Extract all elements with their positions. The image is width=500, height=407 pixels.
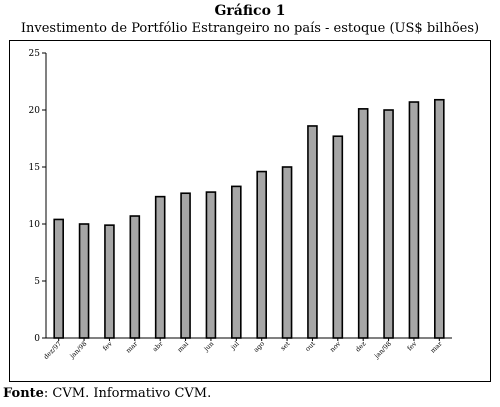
y-tick-label: 0 [34, 334, 40, 344]
bar [281, 166, 293, 339]
bar [307, 125, 318, 339]
y-tick-label: 25 [29, 49, 41, 59]
x-tick-label: jul [229, 340, 241, 352]
x-tick-label: set [279, 339, 292, 352]
bar [434, 98, 445, 339]
y-tick-label: 20 [29, 106, 41, 116]
chart-heading: Gráfico 1 [214, 3, 286, 19]
y-tick-label: 10 [29, 220, 41, 230]
bar [78, 223, 90, 339]
bar [129, 215, 141, 339]
bar [154, 195, 166, 339]
y-tick-label: 15 [29, 163, 41, 173]
x-tick-label: jan/98 [68, 340, 89, 361]
x-tick-label: jun [202, 340, 216, 354]
bar [231, 185, 242, 339]
x-tick-label: nov [328, 340, 342, 354]
x-tick-label: mar [124, 339, 140, 355]
bar [357, 108, 369, 339]
source-text: : CVM. Informativo CVM. [43, 386, 212, 401]
x-tick-label: mai [176, 340, 190, 354]
bar [332, 135, 344, 339]
x-tick-label: fev [406, 340, 419, 353]
source-label: Fonte [3, 386, 44, 401]
bar [256, 170, 267, 339]
bar [383, 109, 394, 339]
x-tick-label: jan/98 [372, 340, 393, 361]
x-tick-label: dez/97 [42, 340, 63, 361]
bar [205, 191, 217, 339]
x-tick-label: abr [151, 339, 165, 353]
bar [53, 218, 64, 339]
bar [408, 101, 420, 339]
x-tick-label: dez [354, 339, 368, 353]
chart-title: Investimento de Portfólio Estrangeiro no… [20, 21, 480, 36]
bar [104, 224, 115, 339]
chart-frame [9, 40, 491, 382]
bar [180, 192, 191, 339]
x-tick-label: ago [252, 340, 266, 354]
source-note: Fonte: CVM. Informativo CVM. [3, 386, 211, 401]
y-tick-label: 5 [34, 277, 40, 287]
x-tick-label: mar [429, 339, 445, 355]
x-tick-label: fev [101, 340, 114, 353]
x-tick-label: out [304, 339, 318, 353]
